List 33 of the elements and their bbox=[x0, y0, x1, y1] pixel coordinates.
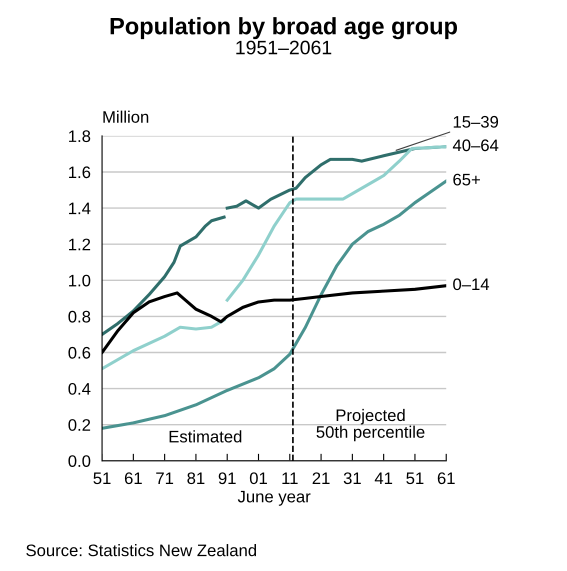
x-tick-label: 51 bbox=[93, 472, 111, 484]
series-label: 15–39 bbox=[454, 116, 498, 128]
y-tick-label: 1.8 bbox=[69, 130, 90, 142]
y-axis-title: Million bbox=[103, 110, 148, 123]
x-tick-label: 51 bbox=[406, 472, 424, 484]
chart-title: Population by broad age group bbox=[110, 17, 458, 40]
x-tick-label: 91 bbox=[218, 472, 236, 484]
y-tick-label: 1.0 bbox=[69, 274, 90, 286]
chart-subtitle: 1951–2061 bbox=[236, 40, 332, 54]
x-tick-label: 01 bbox=[250, 472, 267, 484]
series-label: 40–64 bbox=[452, 139, 498, 152]
y-tick-label: 0.8 bbox=[68, 310, 90, 323]
x-tick-label: 61 bbox=[438, 472, 455, 484]
series-label: 0–14 bbox=[453, 278, 490, 290]
x-tick-label: 21 bbox=[312, 472, 330, 484]
x-tick-label: 31 bbox=[344, 472, 361, 484]
y-tick-label: 0.2 bbox=[68, 419, 90, 431]
y-tick-label: 0.4 bbox=[68, 383, 90, 395]
x-tick-label: 71 bbox=[156, 472, 174, 484]
series-label: 65+ bbox=[453, 174, 480, 186]
y-tick-label: 1.6 bbox=[69, 166, 90, 178]
x-axis-title: June year bbox=[238, 490, 310, 506]
annotation: Projected 50th percentile bbox=[316, 408, 424, 442]
y-tick-label: 1.4 bbox=[69, 202, 90, 214]
y-tick-label: 0.0 bbox=[68, 455, 90, 467]
annotation: Estimated bbox=[170, 430, 242, 443]
y-tick-label: 0.6 bbox=[68, 346, 90, 359]
source-note: Source: Statistics New Zealand bbox=[26, 544, 256, 556]
x-tick-label: 41 bbox=[374, 472, 392, 484]
y-tick-label: 1.2 bbox=[69, 238, 90, 250]
x-tick-label: 81 bbox=[187, 472, 204, 484]
x-tick-label: 11 bbox=[282, 472, 298, 484]
x-tick-label: 61 bbox=[124, 472, 142, 484]
